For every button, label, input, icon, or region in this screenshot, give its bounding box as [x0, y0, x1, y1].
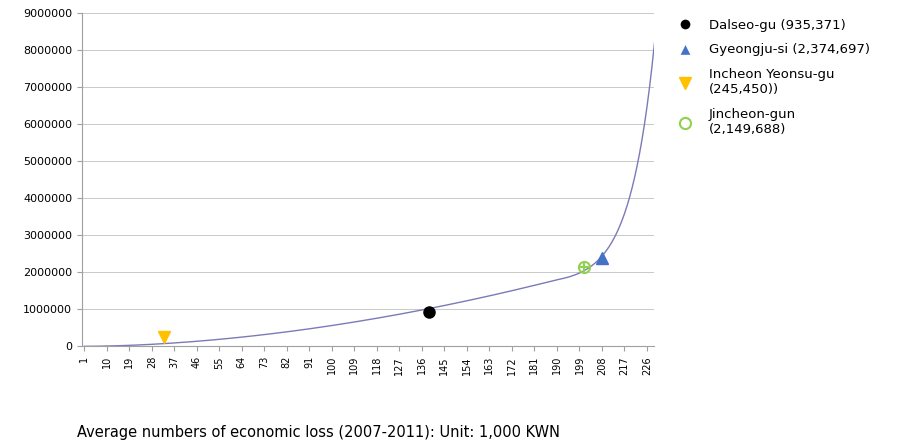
Text: Average numbers of economic loss (2007-2011): Unit: 1,000 KWN: Average numbers of economic loss (2007-2… [76, 424, 560, 440]
Legend: Dalseo-gu (935,371), Gyeongju-si (2,374,697), Incheon Yeonsu-gu
(245,450)), Jinc: Dalseo-gu (935,371), Gyeongju-si (2,374,… [667, 13, 875, 142]
